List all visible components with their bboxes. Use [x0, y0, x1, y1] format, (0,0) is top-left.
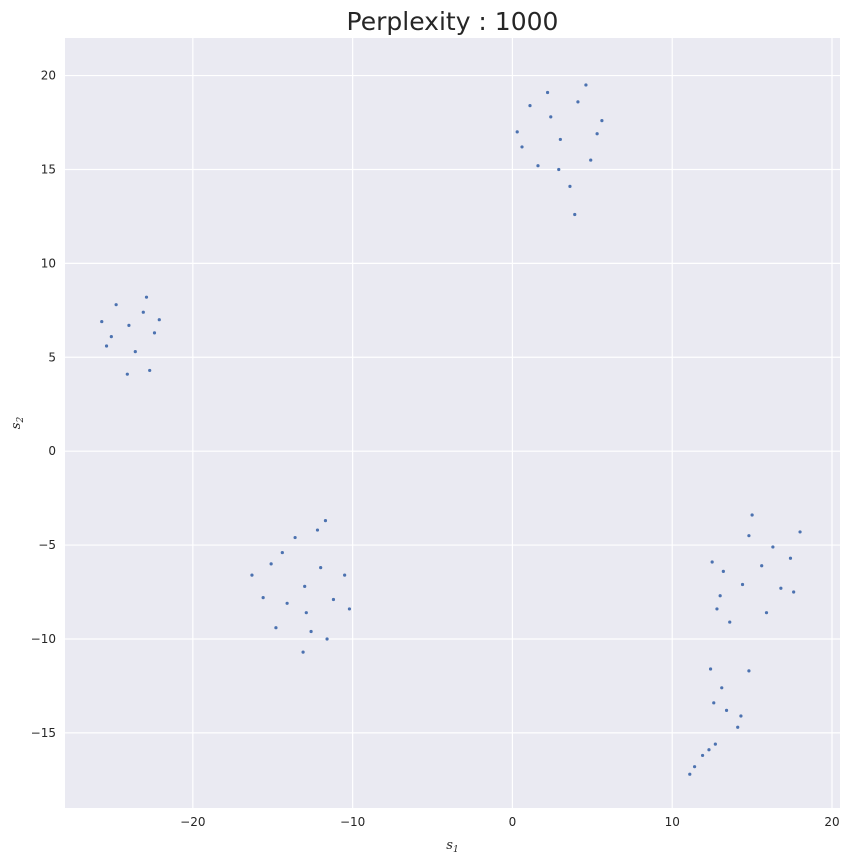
data-point	[280, 550, 284, 555]
data-point	[109, 335, 113, 339]
y-tick-label: 20	[41, 69, 56, 83]
data-point	[736, 725, 740, 729]
data-point	[515, 130, 519, 134]
data-point	[760, 564, 764, 568]
x-tick-label: −20	[180, 815, 205, 829]
data-points	[100, 83, 802, 776]
y-tick-label: 0	[48, 444, 56, 458]
data-point	[708, 667, 713, 671]
data-point	[576, 100, 580, 104]
x-tick-label: 20	[824, 815, 839, 829]
data-point	[721, 569, 725, 573]
chart-title: Perplexity : 1000	[347, 7, 559, 36]
data-point	[718, 594, 722, 598]
data-point	[710, 560, 714, 564]
y-tick-label: −5	[38, 538, 56, 552]
data-point	[303, 584, 307, 588]
data-point	[692, 765, 697, 769]
data-point	[792, 590, 796, 594]
data-point	[293, 535, 297, 540]
data-point	[309, 629, 313, 634]
data-point	[779, 586, 783, 590]
data-point	[720, 686, 724, 690]
y-axis-label: s2	[9, 417, 26, 430]
x-tick-label: 10	[665, 815, 680, 829]
x-axis-label: s1	[446, 838, 458, 855]
data-point	[771, 545, 775, 549]
data-point	[285, 601, 289, 605]
data-point	[568, 184, 572, 188]
data-point	[148, 368, 152, 373]
plot-area	[65, 38, 840, 808]
data-point	[747, 534, 751, 538]
data-point	[747, 669, 751, 673]
data-point	[688, 772, 692, 776]
data-point	[100, 319, 104, 324]
data-point	[152, 331, 157, 335]
data-point	[331, 597, 336, 602]
data-point	[520, 145, 524, 149]
data-point	[325, 637, 329, 641]
data-point	[261, 596, 265, 600]
data-point	[600, 119, 604, 123]
data-point	[133, 350, 137, 354]
data-point	[558, 137, 562, 142]
data-point	[788, 556, 793, 560]
data-point	[595, 132, 599, 136]
data-point	[536, 164, 540, 168]
data-point	[104, 344, 109, 348]
y-tick-label: −10	[31, 632, 56, 646]
data-point	[114, 303, 118, 307]
data-point	[798, 530, 802, 534]
data-point	[125, 372, 129, 376]
data-point	[750, 513, 754, 517]
x-tick-labels: −20 −10 0 10 20	[180, 815, 839, 829]
data-point	[250, 573, 254, 577]
data-point	[347, 607, 352, 611]
data-point	[343, 573, 347, 577]
data-point	[157, 318, 161, 322]
data-point	[144, 295, 149, 299]
data-point	[740, 582, 745, 587]
data-point	[528, 104, 532, 108]
data-point	[141, 310, 145, 314]
y-tick-label: −15	[31, 726, 56, 740]
y-tick-labels: −15 −10 −5 0 5 10 15 20	[31, 69, 56, 740]
grid-lines	[65, 38, 840, 808]
data-point	[713, 742, 717, 746]
y-tick-label: 10	[41, 256, 56, 270]
data-point	[549, 115, 553, 119]
data-point	[545, 90, 550, 95]
data-point	[269, 562, 273, 566]
data-point	[715, 607, 719, 611]
y-tick-label: 15	[41, 162, 56, 176]
data-point	[557, 167, 561, 172]
data-point	[573, 212, 577, 217]
data-point	[274, 626, 278, 630]
data-point	[707, 748, 711, 752]
data-point	[712, 701, 716, 705]
data-point	[728, 620, 732, 624]
data-point	[323, 519, 328, 523]
data-point	[319, 566, 323, 570]
data-point	[304, 611, 308, 615]
data-point	[589, 158, 593, 162]
data-point	[724, 708, 729, 712]
x-tick-label: −10	[340, 815, 365, 829]
data-point	[315, 528, 320, 532]
data-point	[584, 83, 588, 87]
x-tick-label: 0	[509, 815, 517, 829]
data-point	[739, 714, 743, 718]
data-point	[301, 650, 305, 654]
data-point	[127, 323, 131, 327]
data-point	[700, 753, 705, 758]
y-tick-label: 5	[48, 350, 56, 364]
data-point	[764, 611, 769, 615]
